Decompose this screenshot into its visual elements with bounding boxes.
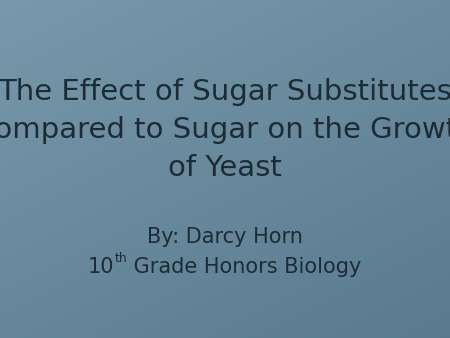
Text: The Effect of Sugar Substitutes
Compared to Sugar on the Growth
of Yeast: The Effect of Sugar Substitutes Compared… xyxy=(0,78,450,182)
Text: Grade Honors Biology: Grade Honors Biology xyxy=(127,257,362,277)
Text: 10: 10 xyxy=(88,257,115,277)
Text: By: Darcy Horn: By: Darcy Horn xyxy=(147,226,303,247)
Text: th: th xyxy=(115,252,127,265)
